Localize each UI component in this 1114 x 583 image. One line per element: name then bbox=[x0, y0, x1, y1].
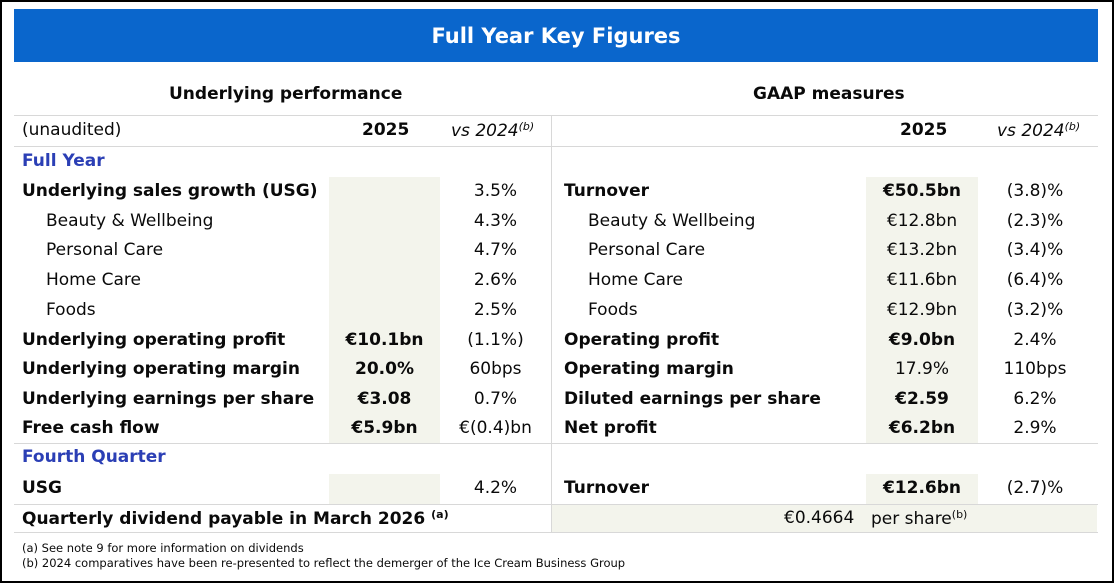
right-row-label: Home Care bbox=[588, 270, 683, 290]
left-col-2025: 2025 bbox=[362, 120, 410, 140]
left-row-label: Beauty & Wellbeing bbox=[46, 211, 214, 231]
rule-dividend bbox=[14, 504, 1098, 505]
left-row-label: Underlying sales growth (USG) bbox=[22, 181, 318, 201]
left-row-vs: €(0.4)bn bbox=[459, 418, 532, 438]
right-row-label: Net profit bbox=[564, 418, 657, 438]
left-row-label: Underlying earnings per share bbox=[22, 389, 315, 409]
right-row-2025: €12.9bn bbox=[886, 300, 958, 320]
left-row-vs: 60bps bbox=[469, 359, 522, 379]
rule-q4 bbox=[14, 443, 1098, 444]
right-row-label: Operating margin bbox=[564, 359, 734, 379]
left-row-2025: €3.08 bbox=[357, 389, 412, 409]
right-row-2025: €12.8bn bbox=[886, 211, 958, 231]
right-header: GAAP measures bbox=[753, 84, 905, 104]
right-2025-column-shade bbox=[866, 177, 978, 443]
right-col-2025: 2025 bbox=[900, 120, 948, 140]
left-row-vs: 0.7% bbox=[473, 389, 518, 409]
left-row-label: Free cash flow bbox=[22, 418, 160, 438]
right-row-vs: (2.3)% bbox=[1006, 211, 1064, 231]
section-fourth-quarter: Fourth Quarter bbox=[22, 447, 166, 467]
rule-columns bbox=[14, 146, 1098, 147]
right-row-2025: €50.5bn bbox=[882, 181, 962, 201]
left-row-vs: 2.5% bbox=[473, 300, 518, 320]
left-row-vs: 4.7% bbox=[473, 240, 518, 260]
dividend-per-share: per share(b) bbox=[871, 508, 968, 529]
q4-right-2025: €12.6bn bbox=[882, 478, 962, 498]
right-row-vs: 2.4% bbox=[1013, 330, 1057, 350]
q4-left-vs: 4.2% bbox=[473, 478, 518, 498]
right-row-vs: (3.2)% bbox=[1006, 300, 1064, 320]
q4-right-label: Turnover bbox=[564, 478, 649, 498]
right-row-vs: 2.9% bbox=[1013, 418, 1057, 438]
right-row-2025: 17.9% bbox=[894, 359, 949, 379]
right-row-vs: (3.8)% bbox=[1006, 181, 1064, 201]
left-2025-column-shade bbox=[329, 177, 440, 443]
rule-footer bbox=[14, 532, 1098, 533]
section-full-year: Full Year bbox=[22, 151, 105, 171]
left-row-label: Underlying operating margin bbox=[22, 359, 300, 379]
unaudited-label: (unaudited) bbox=[22, 120, 122, 140]
rule-header bbox=[14, 115, 1098, 116]
left-row-vs: 2.6% bbox=[473, 270, 518, 290]
right-row-label: Beauty & Wellbeing bbox=[588, 211, 756, 231]
right-row-2025: €6.2bn bbox=[888, 418, 956, 438]
footnote-b: (b) 2024 comparatives have been re-prese… bbox=[22, 556, 626, 570]
right-row-label: Foods bbox=[588, 300, 638, 320]
left-row-2025: €5.9bn bbox=[351, 418, 418, 438]
left-row-label: Home Care bbox=[46, 270, 141, 290]
left-2025-q4-shade bbox=[329, 474, 440, 504]
right-2025-q4-shade bbox=[866, 474, 978, 504]
right-row-label: Turnover bbox=[564, 181, 649, 201]
right-row-label: Diluted earnings per share bbox=[564, 389, 821, 409]
q4-right-vs: (2.7)% bbox=[1006, 478, 1064, 498]
right-row-label: Operating profit bbox=[564, 330, 720, 350]
divider-center bbox=[551, 115, 552, 533]
dividend-amount: €0.4664 bbox=[784, 508, 855, 528]
left-row-label: Underlying operating profit bbox=[22, 330, 286, 350]
right-row-vs: (3.4)% bbox=[1006, 240, 1064, 260]
right-row-2025: €11.6bn bbox=[886, 270, 958, 290]
left-row-vs: 4.3% bbox=[473, 211, 518, 231]
left-row-label: Personal Care bbox=[46, 240, 164, 260]
right-row-2025: €9.0bn bbox=[888, 330, 956, 350]
right-row-2025: €13.2bn bbox=[886, 240, 958, 260]
page-title: Full Year Key Figures bbox=[14, 9, 1098, 62]
left-row-2025: 20.0% bbox=[355, 359, 414, 379]
right-row-2025: €2.59 bbox=[895, 389, 949, 409]
right-row-vs: (6.4)% bbox=[1006, 270, 1064, 290]
left-row-vs: 3.5% bbox=[473, 181, 518, 201]
left-row-vs: (1.1%) bbox=[467, 330, 524, 350]
right-row-vs: 6.2% bbox=[1013, 389, 1057, 409]
right-row-vs: 110bps bbox=[1003, 359, 1067, 379]
left-row-label: Foods bbox=[46, 300, 96, 320]
dividend-shade bbox=[552, 505, 1097, 532]
q4-left-label: USG bbox=[22, 478, 63, 498]
dividend-label: Quarterly dividend payable in March 2026… bbox=[22, 508, 449, 529]
footnote-a: (a) See note 9 for more information on d… bbox=[22, 541, 304, 555]
right-col-vs2024: vs 2024(b) bbox=[997, 120, 1081, 141]
left-header: Underlying performance bbox=[169, 84, 403, 104]
right-row-label: Personal Care bbox=[588, 240, 706, 260]
left-row-2025: €10.1bn bbox=[345, 330, 424, 350]
left-col-vs2024: vs 2024(b) bbox=[451, 120, 535, 141]
